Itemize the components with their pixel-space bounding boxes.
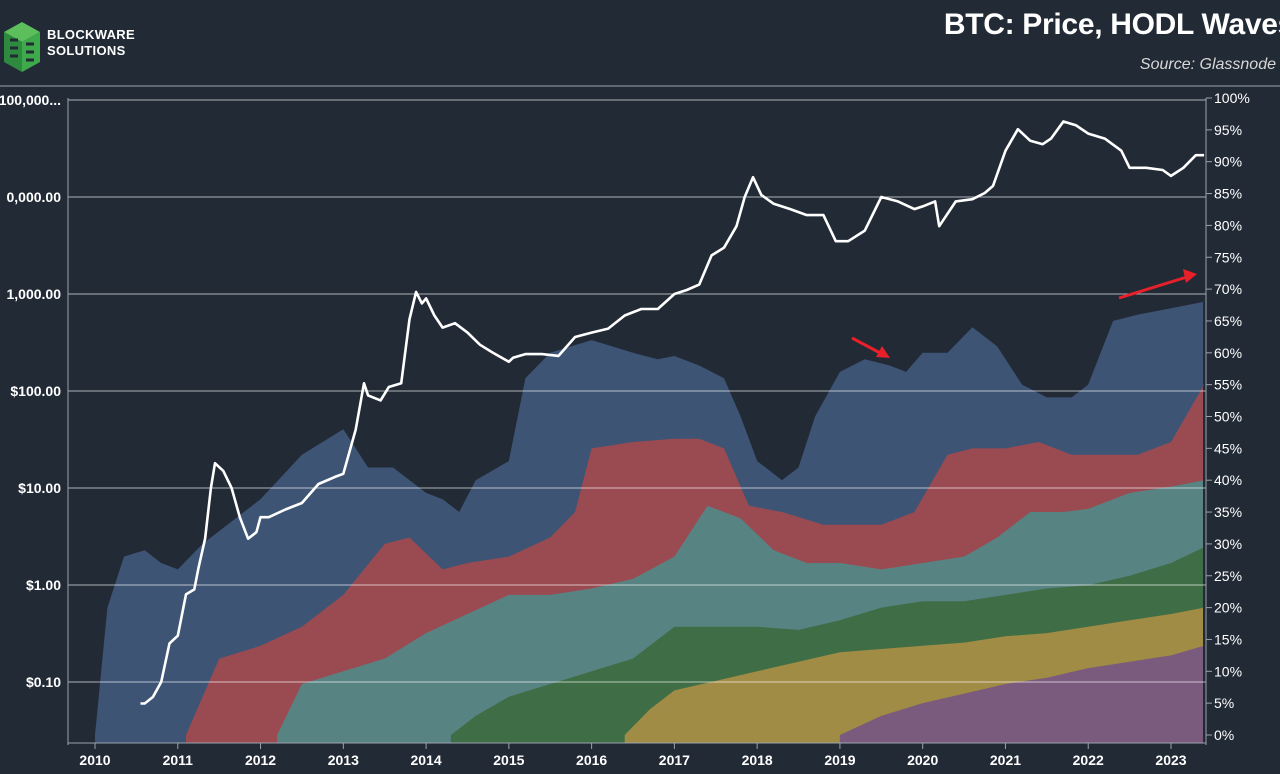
- x-tick-label: 2017: [659, 752, 690, 768]
- right-tick-label: 10%: [1214, 663, 1242, 679]
- right-tick-label: 30%: [1214, 536, 1242, 552]
- logo-cube-icon: [4, 22, 40, 72]
- right-tick-label: 60%: [1214, 345, 1242, 361]
- x-tick-label: 2023: [1155, 752, 1186, 768]
- right-tick-label: 75%: [1214, 249, 1242, 265]
- right-tick-label: 65%: [1214, 313, 1242, 329]
- right-tick-label: 40%: [1214, 472, 1242, 488]
- hodl-wave-areas: [95, 301, 1205, 743]
- chart-title: BTC: Price, HODL Waves: [943, 8, 1280, 41]
- right-tick-label: 5%: [1214, 695, 1234, 711]
- x-tick-label: 2016: [576, 752, 607, 768]
- x-tick-label: 2012: [245, 752, 276, 768]
- right-tick-label: 20%: [1214, 600, 1242, 616]
- x-axis-ticks: 2010 2011 2012 2013 2014 2015 2016 2017 2018 2019…: [79, 743, 1187, 768]
- x-tick-label: 2011: [163, 752, 194, 768]
- right-tick-label: 15%: [1214, 631, 1242, 647]
- right-tick-label: 0%: [1214, 727, 1234, 743]
- blockware-logo: [4, 22, 40, 72]
- x-tick-label: 2010: [79, 752, 110, 768]
- left-tick-label: $100.00: [10, 383, 61, 399]
- x-tick-label: 2018: [742, 752, 773, 768]
- x-tick-label: 2019: [824, 752, 855, 768]
- x-tick-label: 2013: [328, 752, 359, 768]
- right-axis-ticks: 0% 5% 10% 15% 20% 25% 30% 35% 40% 45% 50% 55% 60% 65%…: [1206, 90, 1250, 743]
- annotation-arrows: [851, 269, 1197, 358]
- left-tick-label: $0.10: [26, 674, 61, 690]
- right-tick-label: 50%: [1214, 409, 1242, 425]
- x-tick-label: 2020: [907, 752, 938, 768]
- btc-price-line: [140, 120, 1205, 705]
- right-tick-label: 80%: [1214, 217, 1242, 233]
- logo-line-2: SOLUTIONS: [47, 43, 126, 58]
- x-tick-label: 2014: [410, 752, 441, 768]
- left-tick-label: 0,000.00: [7, 189, 62, 205]
- left-tick-label: 100,000...: [0, 92, 61, 108]
- left-tick-label: $1.00: [26, 577, 61, 593]
- x-tick-label: 2015: [493, 752, 524, 768]
- left-tick-label: $10.00: [18, 480, 61, 496]
- logo-line-1: BLOCKWARE: [47, 27, 135, 42]
- x-tick-label: 2022: [1073, 752, 1104, 768]
- right-tick-label: 90%: [1214, 154, 1242, 170]
- right-tick-label: 70%: [1214, 281, 1242, 297]
- chart-source: Source: Glassnode: [1139, 56, 1276, 73]
- right-tick-label: 55%: [1214, 377, 1242, 393]
- left-axis-ticks: $0.10 $1.00 $10.00 $100.00 1,000.00 0,000.00 1…: [0, 92, 61, 690]
- gridlines: [68, 99, 1206, 683]
- logo-text: BLOCKWARE SOLUTIONS: [47, 27, 135, 59]
- arrow-2023: [1118, 269, 1197, 300]
- right-tick-label: 25%: [1214, 568, 1242, 584]
- right-tick-label: 45%: [1214, 440, 1242, 456]
- arrow-2019: [851, 336, 890, 358]
- right-tick-label: 100%: [1214, 90, 1250, 106]
- right-tick-label: 95%: [1214, 122, 1242, 138]
- right-tick-label: 35%: [1214, 504, 1242, 520]
- axes: [67, 98, 1207, 745]
- x-tick-label: 2021: [990, 752, 1021, 768]
- wave-band-oldest: [839, 645, 1205, 743]
- right-tick-label: 85%: [1214, 186, 1242, 202]
- left-tick-label: 1,000.00: [7, 286, 62, 302]
